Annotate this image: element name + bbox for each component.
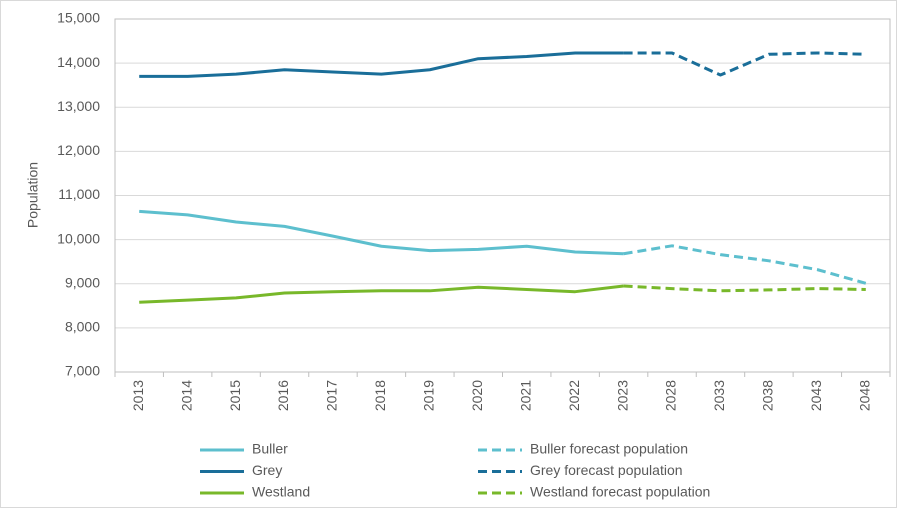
x-tick-label: 2013 bbox=[130, 380, 146, 411]
x-tick-label: 2028 bbox=[663, 380, 679, 411]
series-line bbox=[623, 284, 866, 293]
y-tick-label: 14,000 bbox=[57, 54, 100, 70]
legend-label: Westland bbox=[252, 484, 310, 500]
y-tick-label: 11,000 bbox=[58, 186, 100, 202]
y-tick-label: 9,000 bbox=[65, 274, 100, 290]
series-line bbox=[139, 51, 624, 78]
x-tick-label: 2018 bbox=[372, 380, 388, 411]
series-line bbox=[623, 244, 867, 285]
y-axis-label: Population bbox=[25, 162, 41, 228]
x-tick-label: 2021 bbox=[517, 380, 533, 411]
series-line bbox=[139, 209, 624, 256]
y-tick-label: 12,000 bbox=[57, 142, 100, 158]
x-tick-label: 2022 bbox=[566, 380, 582, 411]
series-line bbox=[623, 51, 866, 77]
x-tick-label: 2015 bbox=[227, 380, 243, 411]
legend-label: Westland forecast population bbox=[530, 484, 710, 500]
x-tick-label: 2016 bbox=[275, 380, 291, 411]
x-tick-label: 2017 bbox=[324, 380, 340, 411]
x-tick-label: 2043 bbox=[808, 380, 824, 411]
x-tick-label: 2038 bbox=[760, 380, 776, 411]
legend-label: Grey forecast population bbox=[530, 462, 683, 478]
x-tick-label: 2020 bbox=[469, 380, 485, 411]
series-line bbox=[139, 284, 624, 304]
x-tick-label: 2033 bbox=[711, 380, 727, 411]
y-tick-label: 15,000 bbox=[57, 10, 100, 26]
x-tick-label: 2023 bbox=[614, 380, 630, 411]
legend-label: Buller bbox=[252, 441, 288, 457]
x-tick-label: 2048 bbox=[856, 380, 872, 411]
y-tick-label: 7,000 bbox=[65, 363, 100, 379]
y-tick-label: 10,000 bbox=[57, 230, 100, 246]
legend-label: Buller forecast population bbox=[530, 441, 688, 457]
y-tick-label: 8,000 bbox=[65, 319, 100, 335]
x-tick-label: 2019 bbox=[421, 380, 437, 411]
y-tick-label: 13,000 bbox=[57, 98, 100, 114]
legend-label: Grey bbox=[252, 462, 282, 478]
x-tick-label: 2014 bbox=[178, 380, 194, 411]
